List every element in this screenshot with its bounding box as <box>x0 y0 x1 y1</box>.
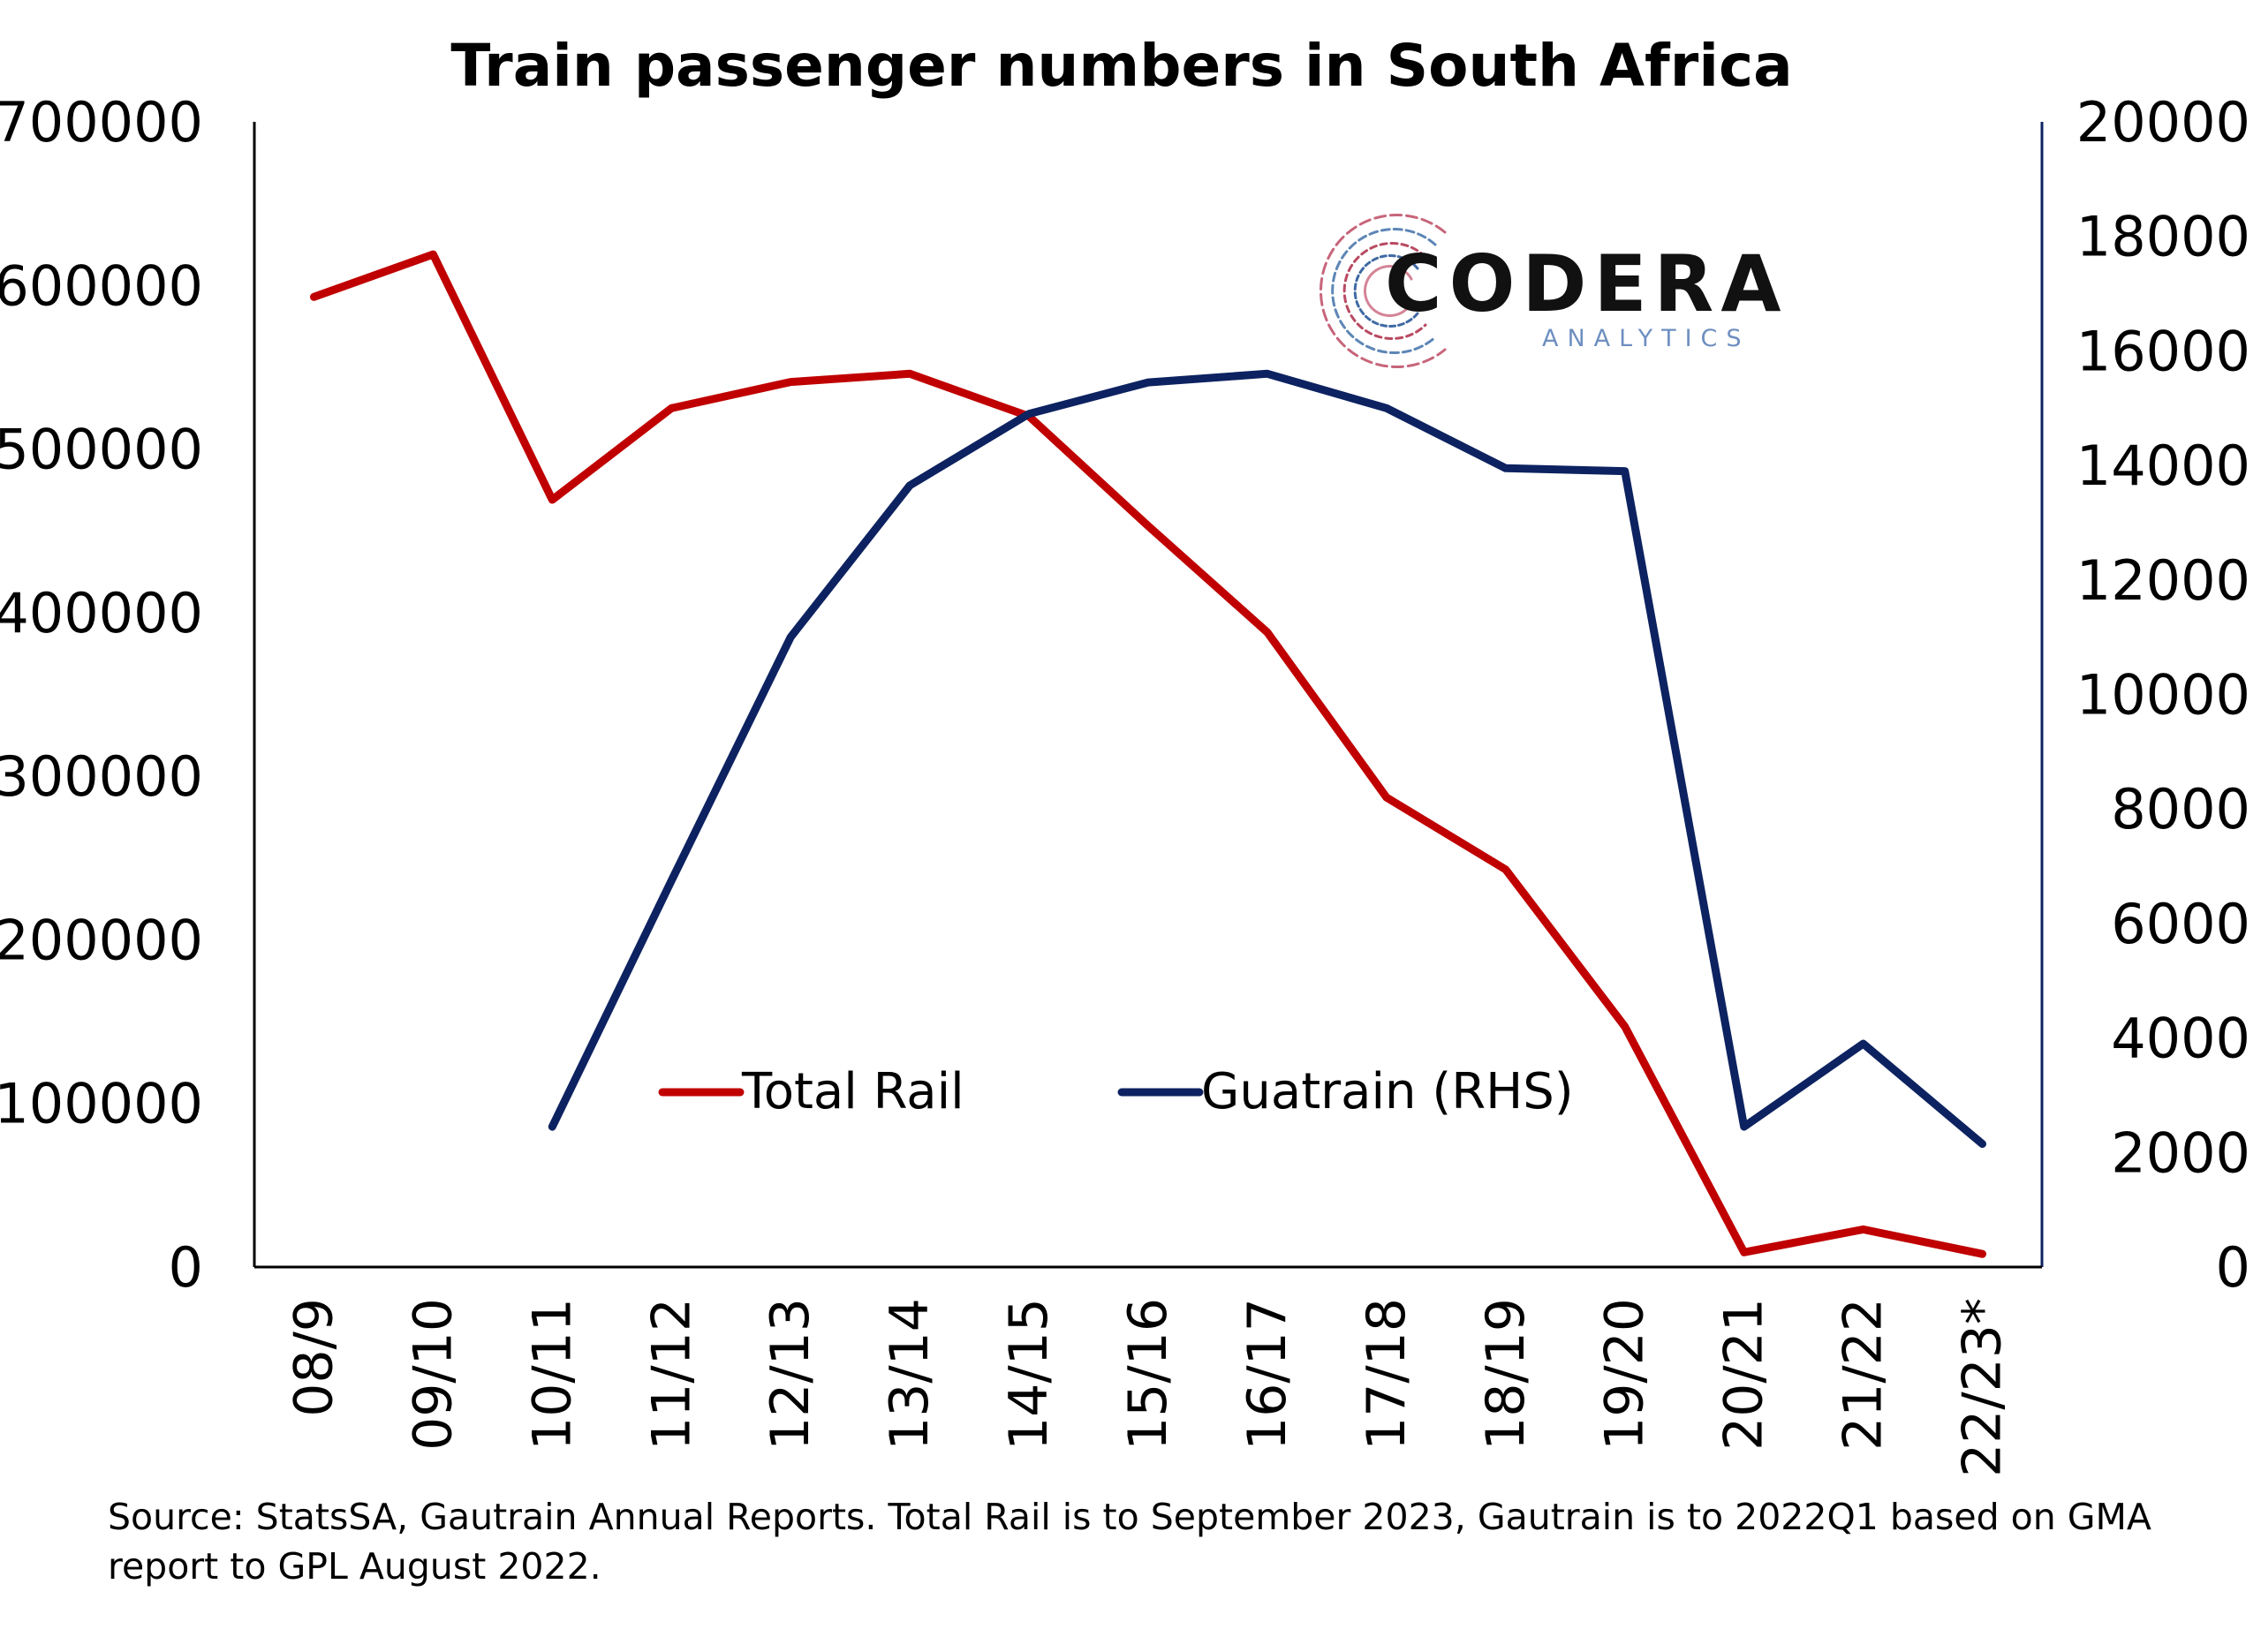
right-tick-label: 0 <box>2216 1235 2250 1300</box>
x-tick-label: 19/20 <box>1594 1298 1656 1451</box>
x-tick-label: 22/23* <box>1952 1298 2014 1477</box>
left-tick-label: 100000 <box>0 1072 203 1136</box>
left-tick-label: 300000 <box>0 744 203 809</box>
left-tick-label: 0 <box>169 1235 203 1300</box>
right-tick-label: 18000 <box>2076 205 2250 269</box>
right-tick-label: 16000 <box>2076 319 2250 383</box>
x-tick-label: 11/12 <box>640 1298 702 1451</box>
left-tick-label: 700000 <box>0 90 203 155</box>
x-tick-label: 18/19 <box>1475 1298 1537 1451</box>
source-note: Source: StatsSA, Gautrain Annual Reports… <box>108 1496 2151 1588</box>
x-tick-label: 09/10 <box>402 1298 464 1451</box>
codera-logo: CODERA ANALYTICS <box>1320 214 1788 368</box>
right-tick-label: 10000 <box>2076 663 2250 728</box>
legend-label-guatrain: Guatrain (RHS) <box>1201 1063 1574 1120</box>
series-line-total-rail <box>310 250 1986 1258</box>
left-tick-label: 600000 <box>0 253 203 318</box>
x-tick-label: 20/21 <box>1713 1298 1775 1451</box>
legend: Total Rail Guatrain (RHS) <box>658 1063 1574 1120</box>
x-tick-label: 17/18 <box>1356 1298 1418 1451</box>
x-axis-ticks: 08/9 09/10 10/11 11/12 12/13 13/14 14/15 15/16 1… <box>283 1298 2013 1477</box>
right-tick-label: 20000 <box>2076 90 2250 155</box>
left-tick-label: 500000 <box>0 418 203 482</box>
series-line-guatrain <box>548 369 1986 1149</box>
x-tick-label: 16/17 <box>1236 1298 1298 1451</box>
right-tick-label: 2000 <box>2111 1120 2250 1185</box>
left-tick-label: 200000 <box>0 908 203 972</box>
chart-title: Train passenger numbers in South Africa <box>450 32 1792 100</box>
x-tick-label: 14/15 <box>998 1298 1060 1451</box>
x-tick-label: 12/13 <box>760 1298 821 1451</box>
left-axis-ticks: 0 100000 200000 300000 400000 500000 600000 700… <box>0 90 203 1300</box>
right-tick-label: 12000 <box>2076 548 2250 613</box>
right-tick-label: 4000 <box>2111 1007 2250 1071</box>
logo-subtitle: ANALYTICS <box>1542 325 1751 352</box>
legend-label-total-rail: Total Rail <box>741 1063 964 1120</box>
logo-emblem-icon <box>1320 214 1447 368</box>
x-tick-label: 21/22 <box>1833 1298 1894 1451</box>
x-tick-label: 15/16 <box>1117 1298 1179 1451</box>
x-tick-label: 13/14 <box>879 1298 941 1451</box>
x-tick-label: 10/11 <box>521 1298 583 1451</box>
x-tick-label: 08/9 <box>283 1298 344 1417</box>
series-lines <box>310 250 1986 1258</box>
right-tick-label: 6000 <box>2111 892 2250 956</box>
right-axis-ticks: 0 2000 4000 6000 8000 10000 12000 14000 16000 180… <box>2076 90 2250 1300</box>
right-tick-label: 8000 <box>2111 777 2250 841</box>
right-tick-label: 14000 <box>2076 434 2250 498</box>
logo-name: CODERA <box>1385 238 1788 329</box>
left-tick-label: 400000 <box>0 581 203 645</box>
